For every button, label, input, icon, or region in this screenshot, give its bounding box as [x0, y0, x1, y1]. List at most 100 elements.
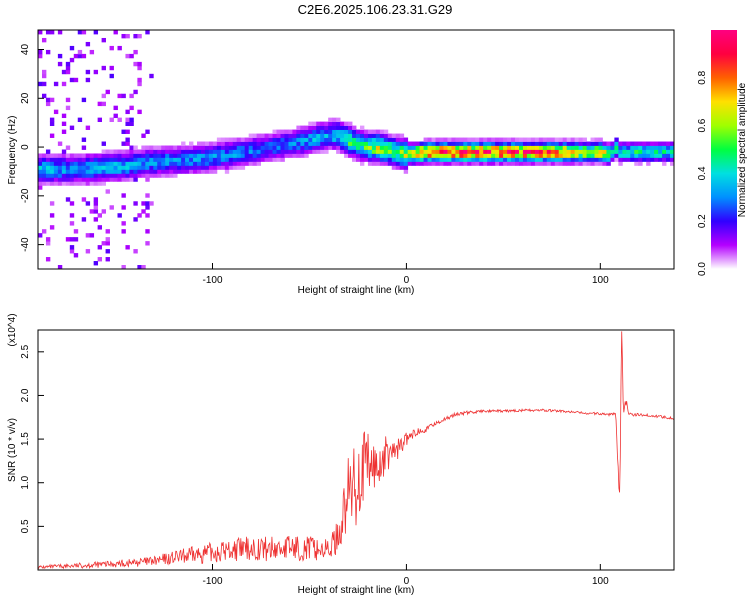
spectrogram-cell [304, 153, 309, 158]
spectrogram-cell [69, 165, 75, 170]
spectrogram-cell [363, 149, 369, 154]
spectrogram-cell [232, 141, 238, 146]
spectrogram-cell [69, 157, 75, 162]
spectrogram-cell [228, 149, 234, 154]
spectrogram-cell [272, 153, 277, 158]
spectrogram-cell [375, 137, 381, 142]
spectrogram-cell [491, 161, 496, 166]
spectrogram-cell [121, 173, 126, 178]
spectrogram-cell [610, 157, 615, 162]
spectrogram-cell [558, 153, 564, 158]
spectrogram-cell [105, 189, 110, 194]
spectrogram-cell [518, 145, 524, 150]
spectrogram-cell [244, 149, 250, 154]
spectrogram-cell [208, 153, 214, 158]
spectrogram-cell [224, 165, 230, 170]
spectrogram-cell [157, 157, 162, 162]
spectrogram-cell [93, 205, 99, 210]
spectrogram-cell [606, 149, 611, 154]
spectrogram-cell [69, 201, 75, 206]
spectrogram-cell [419, 141, 424, 146]
spectrogram-cell [181, 157, 186, 162]
spectrogram-cell [423, 157, 428, 162]
spectrogram-cell [236, 157, 242, 162]
spectrogram-cell [634, 161, 639, 166]
spectrogram-cell [89, 233, 95, 238]
spectrogram-cell [109, 165, 114, 170]
spectrogram-cell [137, 149, 142, 154]
spectrogram-cell [312, 145, 317, 150]
spectrogram-cell [145, 177, 150, 182]
spectrogram-cell [359, 137, 365, 142]
spectrogram-cell [371, 129, 377, 134]
spectrogram-cell [344, 153, 349, 158]
spectrogram-cell [320, 145, 325, 150]
spectrogram-cell [534, 161, 540, 166]
spectrogram-cell [300, 129, 305, 134]
spectrogram-cell [61, 149, 67, 154]
spectrogram-cell [324, 121, 329, 126]
spectrogram-cell [359, 153, 365, 158]
spectrogram-cell [614, 137, 619, 142]
spectrogram-cell [658, 141, 663, 146]
spectrogram-cell [38, 185, 43, 190]
x-tick-label: 100 [592, 275, 609, 286]
spectrogram-cell [646, 149, 651, 154]
spectrogram-cell [224, 157, 230, 162]
spectrogram-cell [157, 161, 162, 166]
spectrogram-cell [662, 161, 667, 166]
spectrogram-cell [73, 181, 79, 186]
spectrogram-cell [129, 145, 134, 150]
spectrogram-cell [511, 145, 516, 150]
spectrogram-cell [145, 161, 150, 166]
spectrogram-cell [622, 153, 627, 158]
spectrogram-cell [427, 153, 432, 158]
spectrogram-cell [447, 161, 452, 166]
spectrogram-cell [503, 161, 508, 166]
spectrogram-cell [85, 161, 91, 166]
spectrogram-cell [328, 121, 333, 126]
spectrogram-cell [53, 109, 59, 115]
spectrogram-cell [53, 169, 59, 174]
spectrogram-cell [153, 173, 158, 178]
spectrogram-cell [598, 145, 603, 150]
spectrogram-cell [105, 257, 110, 262]
spectrogram-cell [224, 153, 230, 158]
spectrogram-cell [582, 137, 587, 142]
spectrogram-cell [49, 201, 55, 206]
spectrogram-cell [73, 157, 79, 162]
spectrogram-cell [550, 137, 556, 142]
spectrogram-cell [137, 61, 142, 67]
spectrogram-cell [359, 133, 365, 138]
spectrogram-cell [85, 153, 91, 158]
spectrogram-cell [459, 161, 464, 166]
spectrogram-cell [81, 53, 87, 59]
spectrogram-cell [137, 173, 142, 178]
spectrogram-cell [662, 153, 667, 158]
spectrogram-cell [288, 133, 293, 138]
spectrogram-panel: -100 0 100 -40 -20 0 20 40 Height of straight … [7, 29, 675, 296]
spectrogram-cell [403, 161, 409, 166]
spectrogram-cell [348, 133, 353, 138]
spectrogram-cell [161, 165, 166, 170]
spectrogram-cell [85, 157, 91, 162]
spectrogram-cell [530, 157, 536, 162]
spectrogram-cell [101, 37, 106, 43]
spectrogram-cell [332, 141, 337, 146]
spectrogram-cell [622, 145, 627, 150]
spectrogram-cell [328, 141, 333, 146]
spectrogram-cell [93, 30, 99, 35]
spectrogram-cell [109, 65, 114, 71]
spectrogram-cell [379, 129, 385, 134]
spectrogram-cell [89, 173, 95, 178]
spectrogram-cell [145, 213, 150, 218]
spectrogram-cell [566, 141, 572, 146]
spectrogram-cell [646, 161, 651, 166]
spectrogram-cell [244, 137, 250, 142]
spectrogram-cell [93, 173, 99, 178]
spectrogram-cell [463, 137, 468, 142]
spectrogram-cell [391, 165, 397, 170]
snr-x-ticks: -100 0 100 [203, 564, 609, 587]
spectrogram-cell [594, 161, 599, 166]
spectrogram-cell [371, 145, 377, 150]
